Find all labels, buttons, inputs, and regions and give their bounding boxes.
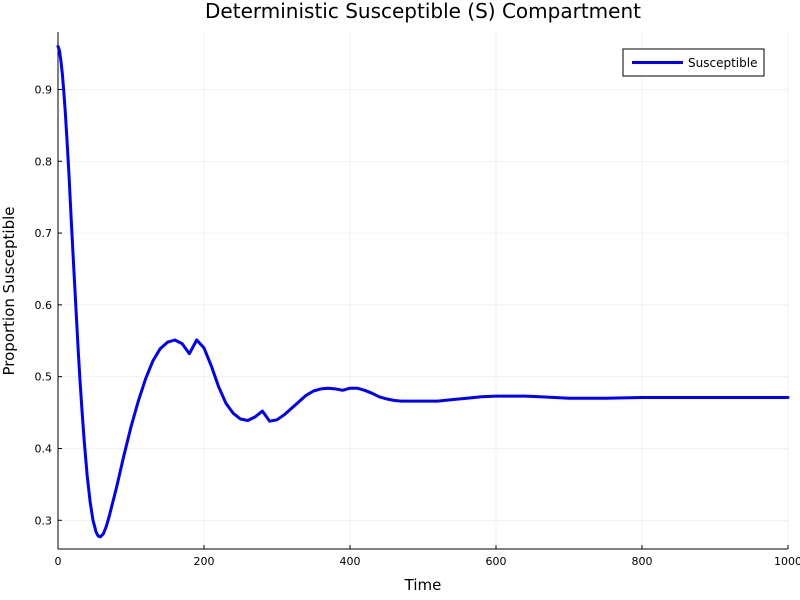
- y-tick-label: 0.7: [35, 227, 53, 240]
- y-axis-label: Proportion Susceptible: [0, 207, 18, 376]
- x-tick-label: 400: [340, 555, 361, 568]
- x-tick-label: 0: [55, 555, 62, 568]
- legend-label-susceptible: Susceptible: [688, 56, 757, 70]
- y-tick-label: 0.3: [35, 514, 53, 527]
- y-tick-label: 0.5: [35, 371, 53, 384]
- y-tick-label: 0.8: [35, 155, 53, 168]
- legend: Susceptible: [622, 48, 765, 77]
- y-tick-label: 0.4: [35, 442, 53, 455]
- x-tick-label: 1000: [774, 555, 800, 568]
- y-axis-ticks: 0.3 0.4 0.5 0.6 0.7 0.8 0.9: [35, 83, 62, 527]
- x-axis-label: Time: [404, 576, 442, 594]
- x-tick-label: 800: [632, 555, 653, 568]
- y-tick-label: 0.6: [35, 299, 53, 312]
- grid: [57, 32, 789, 549]
- y-tick-label: 0.9: [35, 83, 53, 96]
- chart-title: Deterministic Susceptible (S) Compartmen…: [205, 0, 641, 23]
- series-group: [56, 44, 790, 539]
- x-tick-label: 600: [486, 555, 507, 568]
- x-axis-ticks: 0 200 400 600 800 1000: [55, 545, 800, 568]
- x-tick-label: 200: [194, 555, 215, 568]
- series-line-susceptible: [56, 44, 790, 539]
